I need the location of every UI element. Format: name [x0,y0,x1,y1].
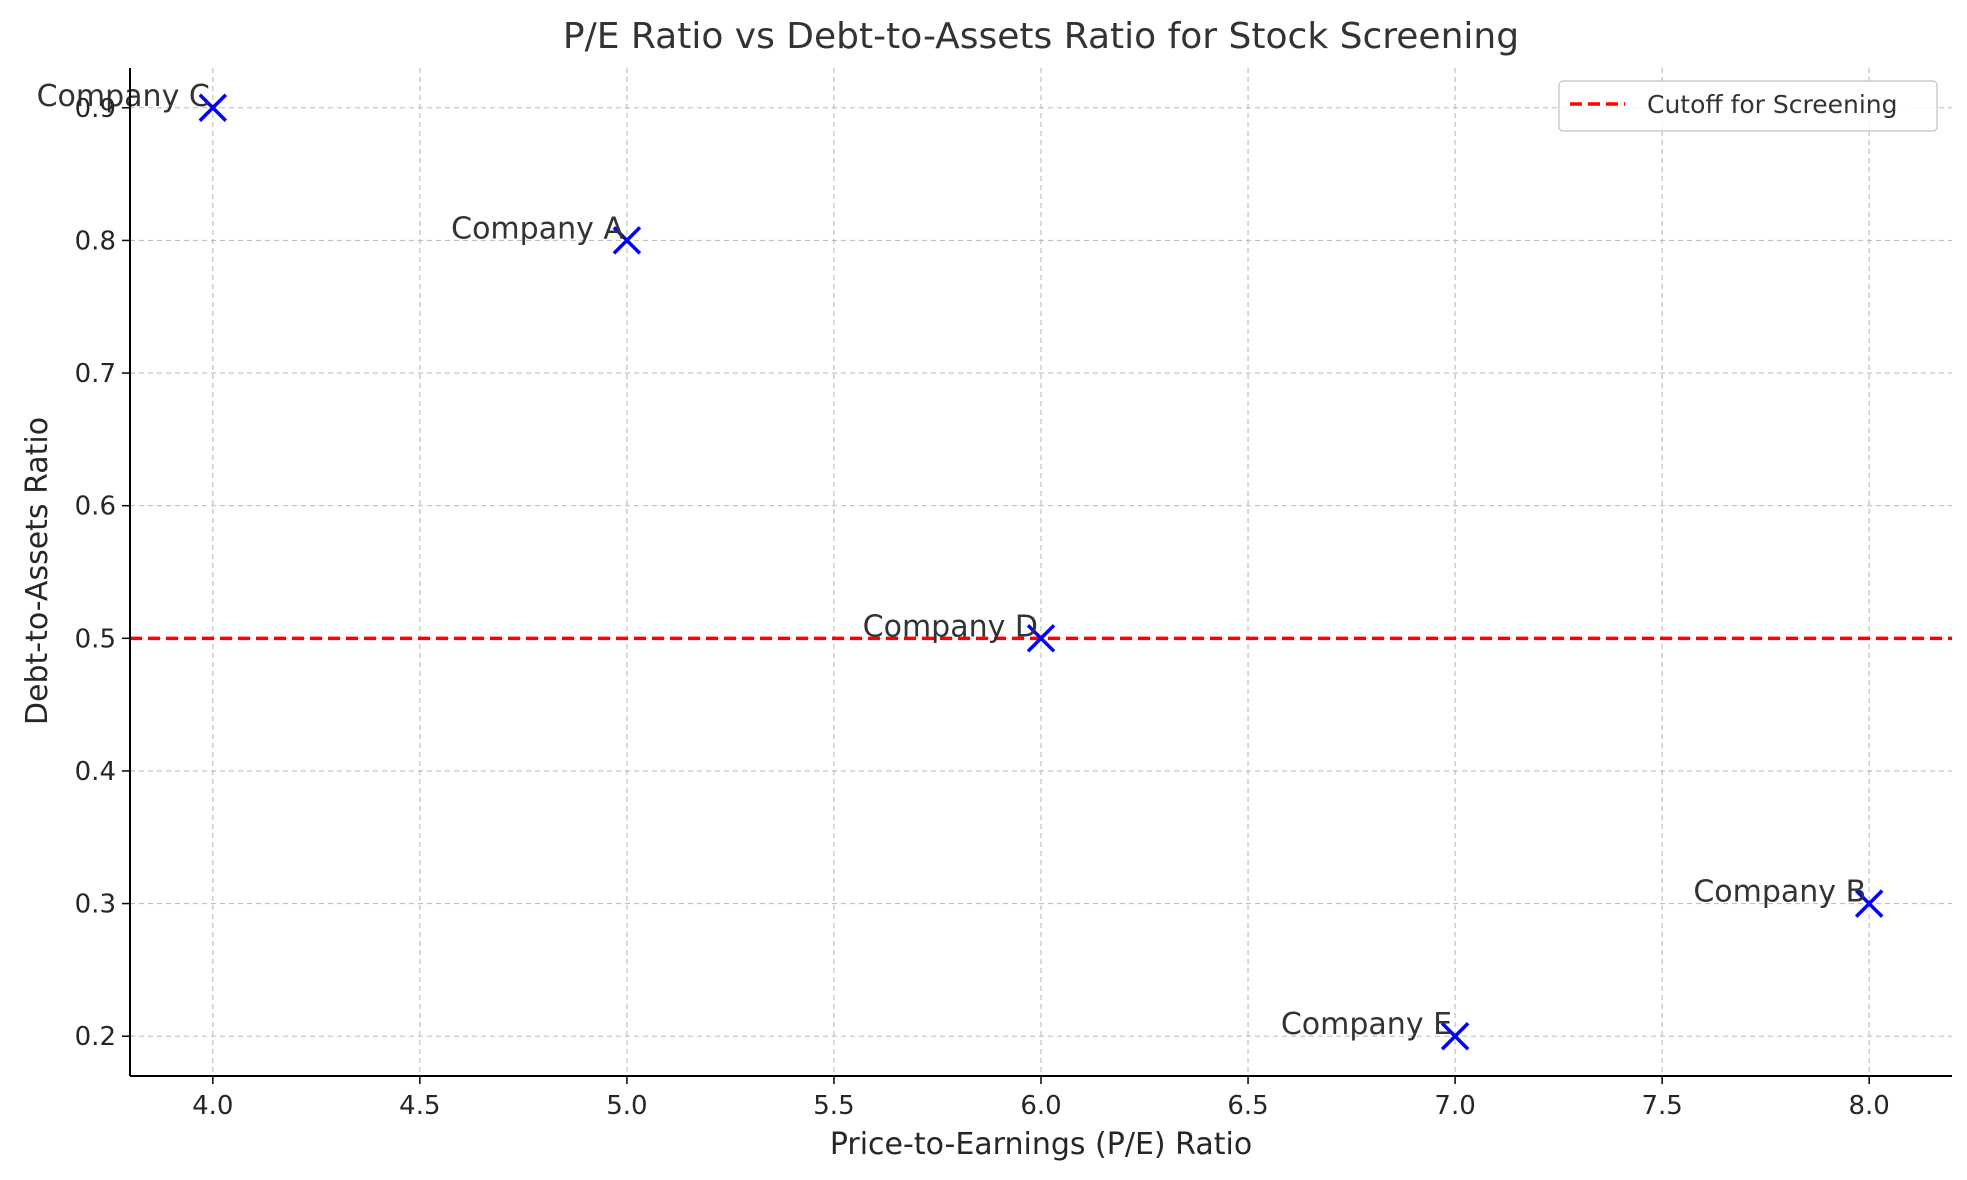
x-tick-label: 6.5 [1227,1091,1268,1121]
marker-stroke [1854,889,1884,918]
grid [130,68,1952,1076]
x-tick-label: 7.5 [1641,1091,1682,1121]
y-tick-label: 0.8 [75,226,116,256]
y-tick-label: 0.5 [75,624,116,654]
y-tick-label: 0.7 [75,359,116,389]
legend-box [1558,80,1938,132]
scatter-point [1854,889,1884,918]
x-axis-title: Price-to-Earnings (P/E) Ratio [830,1127,1252,1162]
point-label: Company E [1281,1007,1452,1042]
scatter-point [1026,624,1056,653]
x-tick-label: 6.0 [1020,1091,1061,1121]
y-axis-title: Debt-to-Assets Ratio [20,417,55,725]
y-tick-label: 0.6 [75,492,116,522]
point-label: Company A [451,211,624,246]
x-tick-label: 4.5 [399,1091,440,1121]
marker-stroke [198,93,228,123]
scatter-point [1440,1021,1470,1051]
tick-labels: 4.0 4.5 5.0 5.5 6.0 6.5 7.0 7.5 8.0 0.2 0.3 0.4 0.5 0… [75,94,1890,1121]
x-tick-label: 5.0 [606,1091,647,1121]
legend: Cutoff for Screening [1558,80,1938,132]
y-tick-label: 0.3 [75,890,116,920]
x-tick-label: 5.5 [813,1091,854,1121]
marker-stroke [1026,624,1056,653]
y-tick-label: 0.4 [75,757,116,787]
x-tick-label: 7.0 [1434,1091,1475,1121]
chart-title: P/E Ratio vs Debt-to-Assets Ratio for St… [563,16,1519,57]
scatter-point [612,226,642,255]
point-label: Company B [1693,875,1866,910]
marker-stroke [612,226,642,255]
x-tick-label: 4.0 [192,1091,233,1121]
marker-stroke [1440,1021,1470,1051]
y-tick-label: 0.2 [75,1022,116,1052]
point-label: Company D [863,609,1038,644]
y-tick-label: 0.9 [75,94,116,124]
scatter-point [198,93,228,123]
axes [122,68,1952,1084]
x-tick-label: 8.0 [1849,1091,1890,1121]
legend-label: Cutoff for Screening [1647,90,1898,119]
